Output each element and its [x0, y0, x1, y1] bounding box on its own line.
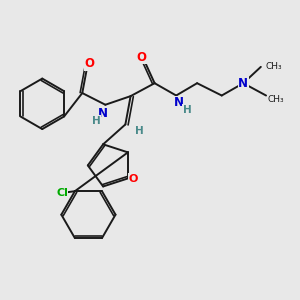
Text: H: H — [183, 105, 191, 115]
Text: O: O — [137, 50, 147, 64]
Text: O: O — [84, 57, 94, 70]
Text: H: H — [135, 126, 144, 136]
Text: CH₃: CH₃ — [266, 62, 282, 71]
Text: CH₃: CH₃ — [268, 95, 284, 104]
Text: H: H — [92, 116, 100, 126]
Text: N: N — [174, 96, 184, 110]
Text: Cl: Cl — [56, 188, 68, 198]
Text: O: O — [129, 174, 138, 184]
Text: N: N — [98, 106, 108, 120]
Text: N: N — [238, 77, 248, 90]
